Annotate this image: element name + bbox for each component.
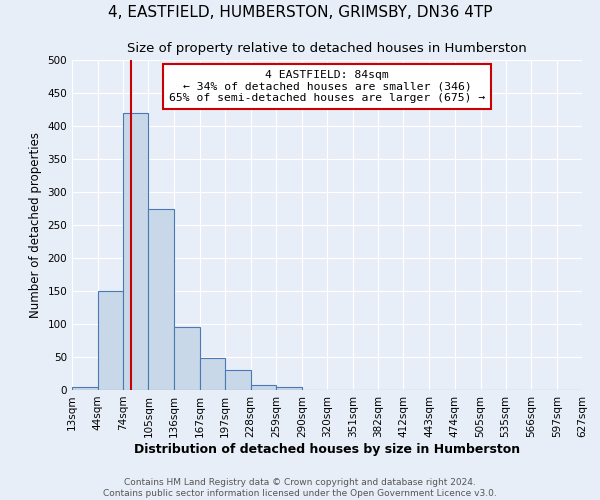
Bar [174,328,200,390]
Bar [277,386,302,390]
Bar [251,384,277,390]
Bar [122,113,148,390]
Title: Size of property relative to detached houses in Humberston: Size of property relative to detached ho… [127,42,527,54]
Text: 4 EASTFIELD: 84sqm
← 34% of detached houses are smaller (346)
65% of semi-detach: 4 EASTFIELD: 84sqm ← 34% of detached hou… [169,70,485,103]
Bar [225,370,251,390]
Bar [98,291,122,390]
Bar [72,386,98,390]
X-axis label: Distribution of detached houses by size in Humberston: Distribution of detached houses by size … [134,442,520,456]
Bar [148,208,174,390]
Text: Contains HM Land Registry data © Crown copyright and database right 2024.
Contai: Contains HM Land Registry data © Crown c… [103,478,497,498]
Y-axis label: Number of detached properties: Number of detached properties [29,132,42,318]
Bar [200,358,225,390]
Text: 4, EASTFIELD, HUMBERSTON, GRIMSBY, DN36 4TP: 4, EASTFIELD, HUMBERSTON, GRIMSBY, DN36 … [108,5,492,20]
